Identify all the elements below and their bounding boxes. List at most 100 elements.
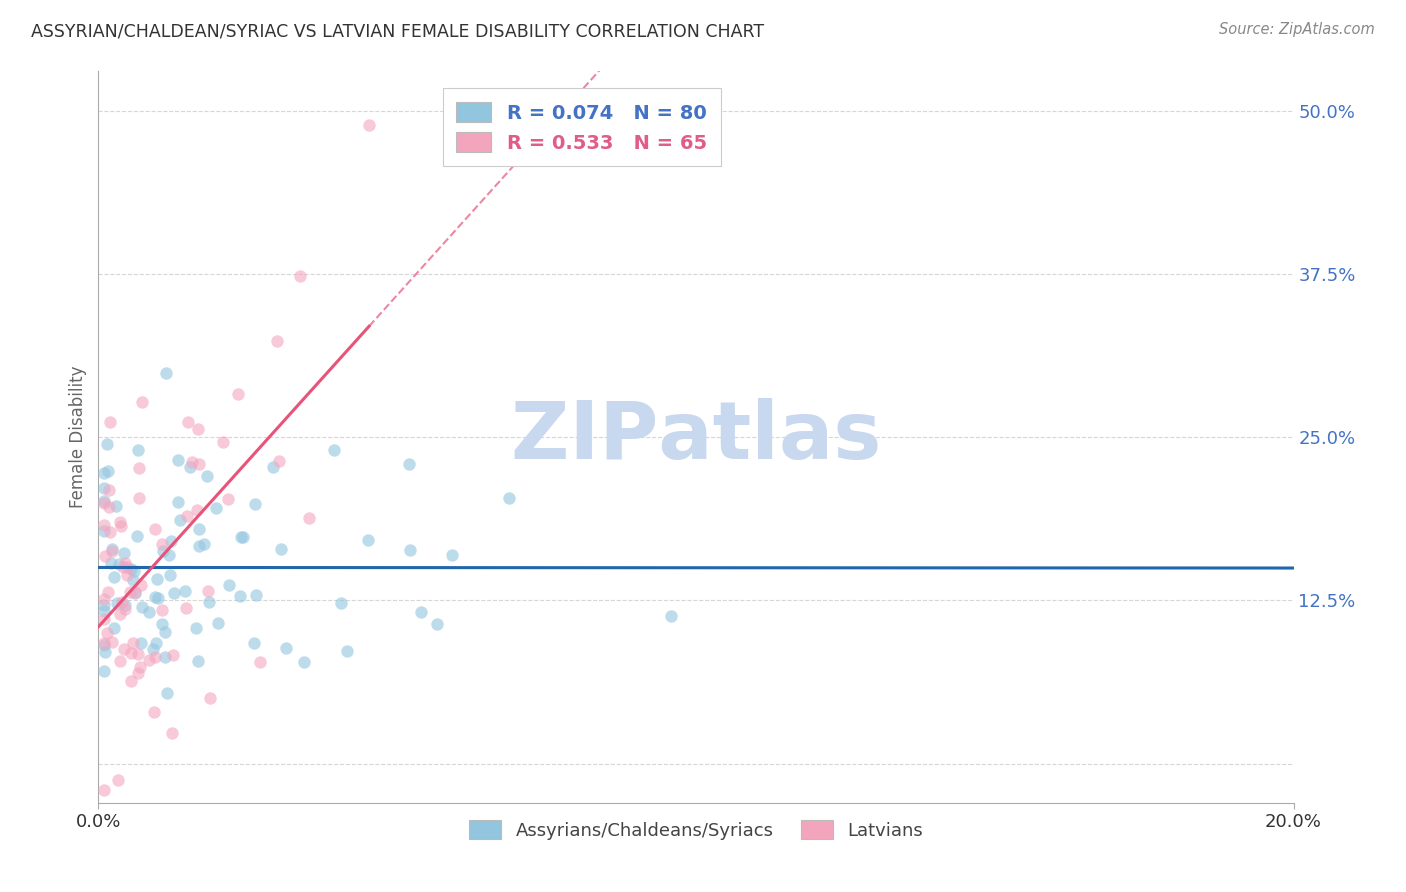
- Point: [103, 621, 125, 635]
- Point: [359, 118, 381, 132]
- Point: [93, 664, 115, 678]
- Point: [153, 650, 176, 665]
- Point: [177, 415, 200, 429]
- Point: [245, 588, 267, 602]
- Point: [398, 543, 420, 558]
- Point: [124, 564, 146, 578]
- Point: [115, 568, 138, 582]
- Point: [329, 596, 352, 610]
- Point: [249, 655, 271, 669]
- Point: [217, 492, 239, 507]
- Point: [108, 515, 131, 529]
- Point: [150, 602, 173, 616]
- Point: [160, 533, 183, 548]
- Point: [198, 595, 221, 609]
- Point: [93, 467, 115, 481]
- Point: [266, 334, 288, 349]
- Point: [229, 589, 252, 603]
- Point: [197, 584, 219, 599]
- Point: [187, 458, 209, 472]
- Point: [262, 459, 284, 474]
- Text: ZIP​atlas: ZIP​atlas: [510, 398, 882, 476]
- Point: [274, 640, 297, 655]
- Point: [336, 643, 359, 657]
- Point: [114, 598, 136, 612]
- Point: [93, 644, 115, 658]
- Point: [411, 605, 433, 619]
- Point: [93, 636, 115, 650]
- Point: [131, 599, 153, 614]
- Point: [112, 546, 135, 560]
- Point: [288, 268, 311, 283]
- Point: [162, 648, 184, 662]
- Point: [159, 568, 181, 582]
- Point: [115, 559, 138, 574]
- Legend: Assyrians/Chaldeans/Syriacs, Latvians: Assyrians/Chaldeans/Syriacs, Latvians: [460, 811, 932, 848]
- Point: [108, 654, 131, 668]
- Point: [124, 584, 146, 599]
- Point: [128, 461, 150, 475]
- Point: [100, 556, 122, 570]
- Point: [156, 686, 179, 700]
- Point: [101, 544, 124, 558]
- Point: [155, 624, 177, 639]
- Point: [357, 533, 380, 547]
- Point: [157, 548, 180, 562]
- Point: [174, 601, 197, 615]
- Point: [146, 591, 169, 606]
- Point: [150, 617, 173, 632]
- Point: [294, 655, 316, 669]
- Text: Source: ZipAtlas.com: Source: ZipAtlas.com: [1219, 22, 1375, 37]
- Text: ASSYRIAN/CHALDEAN/SYRIAC VS LATVIAN FEMALE DISABILITY CORRELATION CHART: ASSYRIAN/CHALDEAN/SYRIAC VS LATVIAN FEMA…: [31, 22, 763, 40]
- Point: [118, 585, 141, 599]
- Point: [155, 366, 177, 380]
- Point: [270, 541, 292, 556]
- Point: [97, 483, 120, 497]
- Point: [131, 395, 153, 409]
- Point: [98, 500, 121, 515]
- Point: [93, 598, 115, 612]
- Point: [112, 559, 135, 574]
- Point: [128, 491, 150, 505]
- Point: [98, 415, 121, 429]
- Point: [107, 773, 129, 788]
- Point: [398, 457, 420, 471]
- Point: [112, 641, 135, 656]
- Point: [440, 549, 463, 563]
- Point: [93, 524, 115, 538]
- Point: [267, 454, 290, 468]
- Point: [160, 726, 183, 740]
- Point: [167, 495, 190, 509]
- Point: [143, 590, 166, 604]
- Point: [125, 529, 148, 543]
- Point: [195, 468, 218, 483]
- Point: [173, 583, 195, 598]
- Point: [243, 636, 266, 650]
- Point: [142, 641, 165, 656]
- Point: [187, 522, 209, 536]
- Point: [93, 496, 115, 510]
- Point: [659, 608, 682, 623]
- Point: [143, 650, 166, 665]
- Point: [96, 437, 118, 451]
- Point: [108, 557, 131, 571]
- Point: [93, 783, 115, 797]
- Point: [187, 654, 209, 668]
- Point: [150, 537, 173, 551]
- Point: [207, 616, 229, 631]
- Point: [93, 482, 115, 496]
- Point: [110, 519, 132, 533]
- Point: [498, 491, 520, 505]
- Point: [127, 665, 149, 680]
- Point: [232, 530, 254, 544]
- Point: [163, 585, 186, 599]
- Point: [166, 453, 188, 467]
- Point: [111, 595, 134, 609]
- Point: [129, 635, 152, 649]
- Point: [120, 646, 142, 660]
- Point: [187, 539, 209, 553]
- Point: [122, 573, 145, 587]
- Point: [97, 584, 120, 599]
- Point: [98, 525, 121, 540]
- Point: [129, 660, 152, 674]
